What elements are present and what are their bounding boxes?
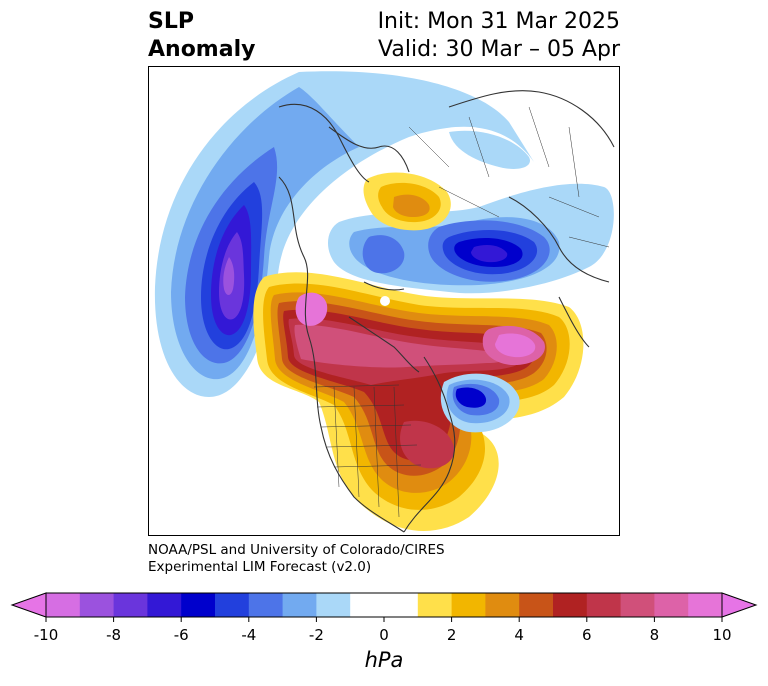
colorbar-tick-label: -4 bbox=[241, 626, 256, 644]
credit-line-1: NOAA/PSL and University of Colorado/CIRE… bbox=[148, 542, 445, 558]
coastlines bbox=[278, 90, 615, 533]
colorbar-cell bbox=[553, 593, 588, 617]
colorbar-cell bbox=[113, 593, 148, 617]
colorbar-cell bbox=[519, 593, 554, 617]
colorbar-tick-label: -6 bbox=[174, 626, 189, 644]
colorbar-over-arrow bbox=[721, 592, 758, 618]
colorbar-tick-label: 2 bbox=[447, 626, 457, 644]
colorbar-cell bbox=[417, 593, 453, 617]
colorbar-cell bbox=[181, 593, 216, 617]
title-line-2: Anomaly bbox=[148, 37, 256, 62]
colorbar-tick-label: 4 bbox=[514, 626, 524, 644]
colorbar-under-arrow bbox=[10, 592, 47, 618]
colorbar-cell bbox=[316, 593, 351, 617]
arctic-low bbox=[327, 130, 614, 294]
anomaly-map bbox=[148, 66, 620, 536]
colorbar-tick-label: -2 bbox=[309, 626, 324, 644]
forecast-dates: Init: Mon 31 Mar 2025 Valid: 30 Mar – 05… bbox=[378, 8, 620, 64]
colorbar-cell bbox=[451, 593, 486, 617]
colorbar-cell bbox=[147, 593, 182, 617]
state-borders bbox=[313, 106, 610, 518]
colorbar-cells bbox=[46, 593, 723, 617]
credit-line-2: Experimental LIM Forecast (v2.0) bbox=[148, 559, 372, 575]
colorbar-cell bbox=[46, 593, 81, 617]
arctic-high bbox=[363, 172, 451, 231]
colorbar-cell bbox=[384, 593, 419, 617]
colorbar-cell bbox=[215, 593, 250, 617]
valid-range: Valid: 30 Mar – 05 Apr bbox=[378, 37, 620, 62]
map-canvas bbox=[154, 71, 615, 533]
colorbar-cell bbox=[620, 593, 655, 617]
colorbar-cell bbox=[485, 593, 520, 617]
colorbar-tick-label: -10 bbox=[34, 626, 59, 644]
colorbar-cell bbox=[79, 593, 115, 617]
atlantic-low bbox=[440, 373, 520, 433]
colorbar-ticks: -10 -8 -6 -4 -2 0 2 4 6 8 10 bbox=[34, 617, 732, 644]
colorbar-cell bbox=[350, 593, 385, 617]
map-title: SLP Anomaly bbox=[148, 8, 255, 64]
colorbar-cell bbox=[654, 593, 689, 617]
pacific-low bbox=[154, 71, 535, 397]
colorbar: -10 -8 -6 -4 -2 0 2 4 6 8 10 bbox=[0, 580, 768, 660]
credit-text: NOAA/PSL and University of Colorado/CIRE… bbox=[148, 542, 445, 576]
colorbar-unit: hPa bbox=[364, 648, 404, 672]
title-line-1: SLP bbox=[148, 9, 194, 34]
colorbar-tick-label: 0 bbox=[379, 626, 389, 644]
colorbar-cell bbox=[282, 593, 317, 617]
colorbar-svg: -10 -8 -6 -4 -2 0 2 4 6 8 10 bbox=[10, 592, 758, 644]
pole-marker bbox=[380, 296, 390, 306]
colorbar-cell bbox=[586, 593, 622, 617]
colorbar-cell bbox=[248, 593, 284, 617]
continental-high bbox=[253, 272, 584, 531]
colorbar-cell bbox=[688, 593, 723, 617]
init-date: Init: Mon 31 Mar 2025 bbox=[377, 9, 620, 34]
colorbar-tick-label: 10 bbox=[712, 626, 731, 644]
colorbar-tick-label: -8 bbox=[106, 626, 121, 644]
colorbar-tick-label: 8 bbox=[650, 626, 660, 644]
colorbar-tick-label: 6 bbox=[582, 626, 592, 644]
